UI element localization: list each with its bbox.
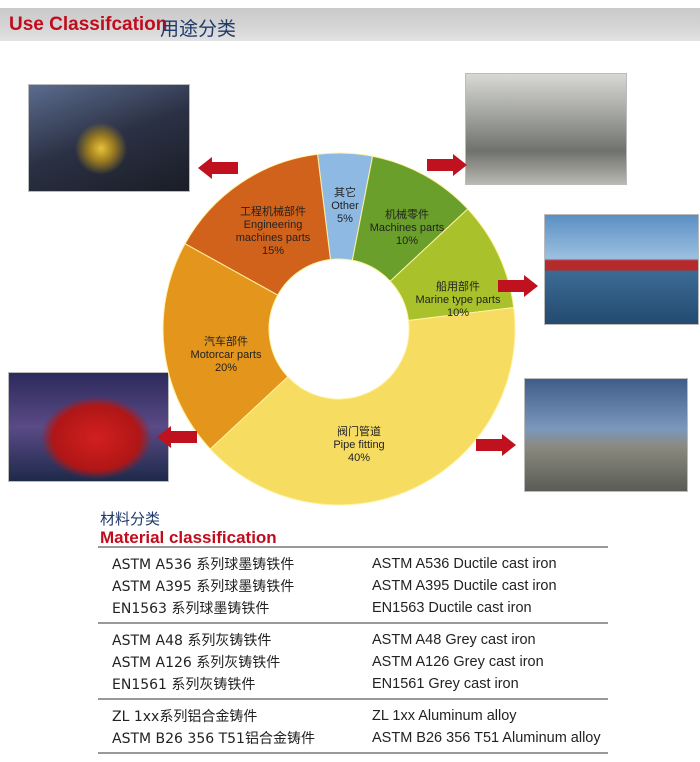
material-name-en: ASTM A536 Ductile cast iron bbox=[372, 556, 557, 572]
table-row: ASTM B26 356 T51铝合金铸件 ASTM B26 356 T51 Al… bbox=[98, 727, 608, 749]
label-pipe: 阀门管道 Pipe fitting 40% bbox=[333, 424, 384, 464]
mining-machinery-photo bbox=[28, 84, 190, 192]
table-row: ASTM A395 系列球墨铸铁件 ASTM A395 Ductile cast … bbox=[98, 575, 608, 597]
material-name-en: ASTM B26 356 T51 Aluminum alloy bbox=[372, 730, 601, 746]
material-name-zh: ASTM A48 系列灰铸铁件 bbox=[112, 633, 272, 649]
table-row: EN1563 系列球墨铸铁件 EN1563 Ductile cast iron bbox=[98, 597, 608, 619]
label-marine: 船用部件 Marine type parts 10% bbox=[416, 279, 501, 319]
arrow-right-icon bbox=[498, 275, 538, 297]
material-group: ASTM A48 系列灰铸铁件 ASTM A48 Grey cast iron AS… bbox=[98, 622, 608, 698]
donut-slice-engineering-machines-parts bbox=[184, 153, 332, 296]
arrow-left-icon bbox=[198, 157, 238, 179]
label-motorcar: 汽车部件 Motorcar parts 20% bbox=[191, 334, 262, 374]
table-row: ASTM A48 系列灰铸铁件 ASTM A48 Grey cast iron bbox=[98, 629, 608, 651]
material-table: ASTM A536 系列球墨铸铁件 ASTM A536 Ductile cast … bbox=[98, 546, 608, 754]
header-title-zh: 用途分类 bbox=[160, 18, 237, 40]
table-row: ZL 1xx系列铝合金铸件 ZL 1xx Aluminum alloy bbox=[98, 705, 608, 727]
material-heading: 材料分类 Material classification bbox=[100, 508, 277, 548]
factory-workshop-photo bbox=[465, 73, 627, 185]
section-header: Use Classifcation 用途分类 bbox=[0, 8, 700, 41]
arrow-left-icon bbox=[157, 426, 197, 448]
table-row: ASTM A126 系列灰铸铁件 ASTM A126 Grey cast iron bbox=[98, 651, 608, 673]
label-machines: 机械零件 Machines parts 10% bbox=[370, 207, 445, 247]
donut-slice-motorcar-parts bbox=[162, 242, 289, 450]
material-name-zh: ASTM A126 系列灰铸铁件 bbox=[112, 655, 281, 671]
material-name-zh: EN1563 系列球墨铸铁件 bbox=[112, 601, 270, 617]
donut-slice-pipe-fitting bbox=[209, 306, 516, 506]
material-name-en: ASTM A48 Grey cast iron bbox=[372, 632, 536, 648]
arrow-right-icon bbox=[476, 434, 516, 456]
bus-photo bbox=[8, 372, 169, 482]
table-row: EN1561 系列灰铸铁件 EN1561 Grey cast iron bbox=[98, 673, 608, 695]
material-name-en: EN1563 Ductile cast iron bbox=[372, 600, 532, 616]
material-title-zh: 材料分类 bbox=[100, 510, 161, 528]
material-title-en: Material classification bbox=[100, 528, 277, 547]
refinery-photo bbox=[524, 378, 688, 492]
material-name-zh: EN1561 系列灰铸铁件 bbox=[112, 677, 256, 693]
arrow-right-icon bbox=[427, 154, 467, 176]
material-name-zh: ZL 1xx系列铝合金铸件 bbox=[112, 709, 258, 725]
donut-chart: 其它 Other 5% 机械零件 Machines parts 10% 船用部件 Mari… bbox=[157, 152, 538, 506]
cargo-ship-photo bbox=[544, 214, 699, 325]
material-group: ZL 1xx系列铝合金铸件 ZL 1xx Aluminum alloy ASTM B… bbox=[98, 698, 608, 754]
material-group: ASTM A536 系列球墨铸铁件 ASTM A536 Ductile cast … bbox=[98, 546, 608, 622]
material-name-zh: ASTM B26 356 T51铝合金铸件 bbox=[112, 731, 315, 747]
material-name-zh: ASTM A536 系列球墨铸铁件 bbox=[112, 557, 295, 573]
label-other: 其它 Other 5% bbox=[331, 185, 359, 225]
header-title-en: Use Classifcation bbox=[9, 14, 168, 35]
material-name-en: ZL 1xx Aluminum alloy bbox=[372, 708, 517, 724]
material-name-en: ASTM A395 Ductile cast iron bbox=[372, 578, 557, 594]
material-name-en: ASTM A126 Grey cast iron bbox=[372, 654, 544, 670]
material-name-zh: ASTM A395 系列球墨铸铁件 bbox=[112, 579, 295, 595]
material-name-en: EN1561 Grey cast iron bbox=[372, 676, 519, 692]
label-engineering: 工程机械部件 Engineering machines parts 15% bbox=[236, 204, 311, 257]
table-row: ASTM A536 系列球墨铸铁件 ASTM A536 Ductile cast … bbox=[98, 553, 608, 575]
